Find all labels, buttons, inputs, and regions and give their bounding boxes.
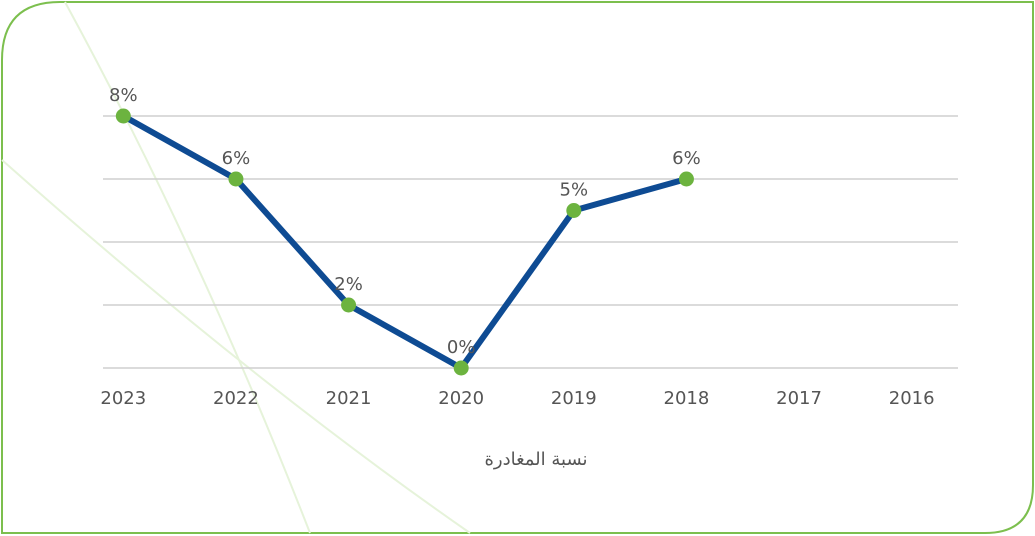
data-point xyxy=(679,172,694,187)
x-tick-label: 2018 xyxy=(664,388,710,409)
x-tick-label: 2019 xyxy=(551,388,597,409)
x-tick-label: 2016 xyxy=(889,388,935,409)
data-point xyxy=(116,109,131,124)
chart-title: نسبة المغادرة xyxy=(484,449,587,470)
x-tick-label: 2020 xyxy=(438,388,484,409)
x-tick-label: 2021 xyxy=(326,388,372,409)
x-tick-label: 2023 xyxy=(100,388,146,409)
data-point xyxy=(566,203,581,218)
x-tick-label: 2017 xyxy=(776,388,822,409)
chart: نسبة المغادرة 2023 2022 2021 2020 2019 2018 20… xyxy=(0,0,1035,536)
data-label: 2% xyxy=(334,274,363,295)
data-label: 0% xyxy=(447,337,476,358)
data-label: 6% xyxy=(222,148,251,169)
data-label: 8% xyxy=(109,85,138,106)
x-tick-label: 2022 xyxy=(213,388,259,409)
data-label: 5% xyxy=(560,180,589,201)
data-label: 6% xyxy=(672,148,701,169)
page: نسبة المغادرة 2023 2022 2021 2020 2019 2018 20… xyxy=(0,0,1035,536)
data-point xyxy=(454,361,469,376)
data-point xyxy=(228,172,243,187)
data-point xyxy=(341,298,356,313)
